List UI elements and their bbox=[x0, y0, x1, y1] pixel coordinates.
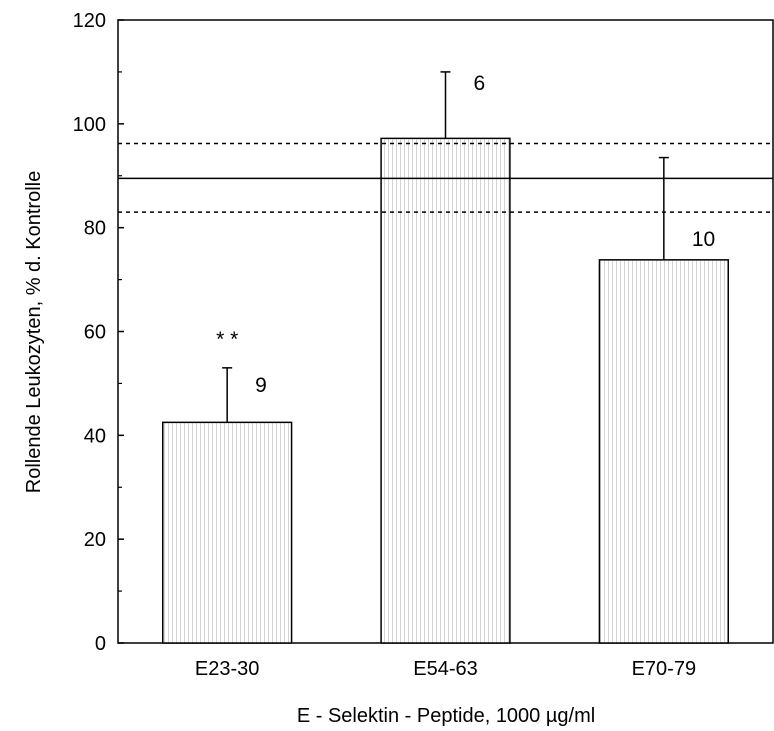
n-label: 6 bbox=[474, 72, 486, 95]
x-tick-label: E54-63 bbox=[413, 658, 478, 680]
x-tick-label: E23-30 bbox=[195, 658, 260, 680]
bar-e70-79 bbox=[598, 259, 729, 644]
y-axis-title: Rollende Leukozyten, % d. Kontrolle bbox=[23, 171, 45, 493]
significance-marker: * * bbox=[216, 328, 238, 351]
plot-area: 0 20 40 60 80 100 120 9 * * E23-30 6 E54-63 10 E70-79 bbox=[73, 10, 774, 680]
y-tick-label: 120 bbox=[73, 10, 106, 32]
bar-e54-63 bbox=[380, 137, 511, 644]
y-tick-label: 20 bbox=[84, 529, 106, 551]
y-tick-label: 60 bbox=[84, 322, 106, 344]
n-label: 10 bbox=[692, 228, 715, 251]
y-tick-label: 0 bbox=[95, 633, 106, 655]
x-tick-label: E70-79 bbox=[632, 658, 697, 680]
y-tick-label: 80 bbox=[84, 218, 106, 240]
y-tick-label: 40 bbox=[84, 425, 106, 447]
bar-e23-30 bbox=[162, 421, 293, 644]
y-tick-label: 100 bbox=[73, 114, 106, 136]
x-axis-title: E - Selektin - Peptide, 1000 µg/ml bbox=[297, 705, 595, 727]
n-label: 9 bbox=[255, 374, 267, 397]
